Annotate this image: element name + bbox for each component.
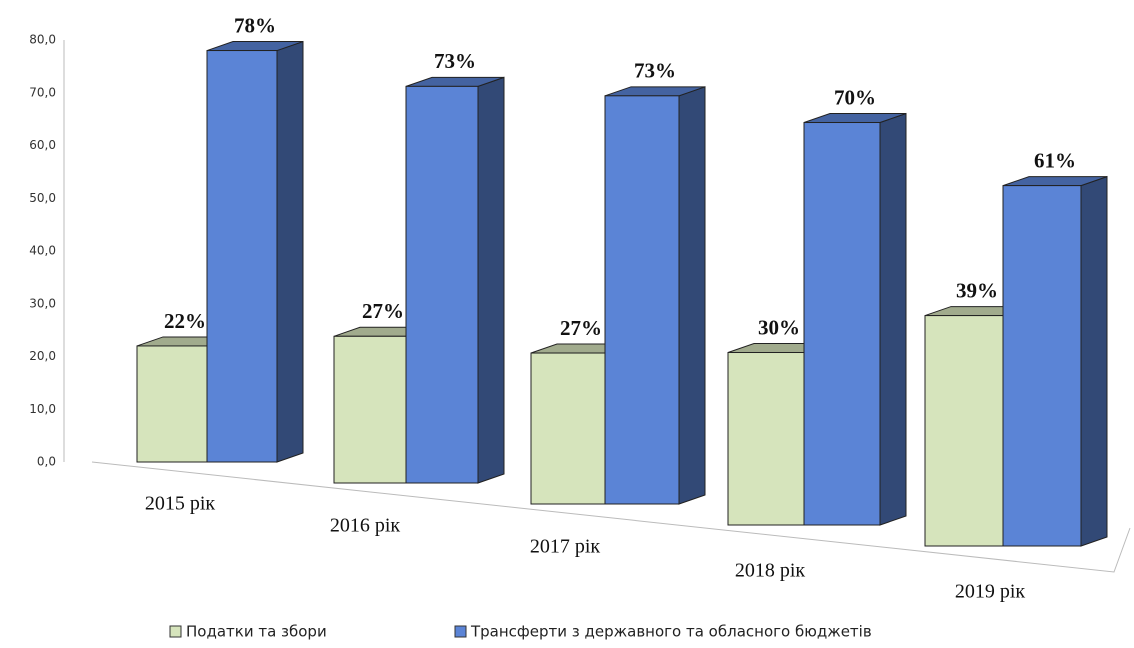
data-label: 39% [956, 278, 998, 302]
bar [206, 50, 278, 463]
x-tick-label: 2016 рік [330, 515, 401, 537]
bar-side [879, 112, 907, 526]
legend-swatch [454, 625, 467, 638]
bar [333, 335, 407, 484]
data-label: 27% [362, 299, 404, 323]
legend-label: Трансферти з державного та обласного бюд… [470, 623, 872, 641]
data-label: 30% [758, 315, 800, 339]
data-label: 27% [560, 316, 602, 340]
y-tick-label: 40,0 [29, 244, 56, 258]
y-tick-label: 80,0 [29, 33, 56, 47]
data-label: 22% [164, 309, 206, 333]
x-tick-label: 2015 рік [145, 493, 216, 515]
bar-side [678, 86, 706, 505]
legend-swatch [169, 625, 182, 638]
bar [803, 122, 881, 526]
bar [1002, 185, 1082, 547]
bar-side [477, 76, 505, 484]
legend-label: Податки та збори [186, 623, 327, 641]
x-tick-label: 2017 рік [530, 536, 601, 558]
data-label: 61% [1034, 148, 1076, 172]
bar-side [1080, 175, 1108, 547]
bar [136, 345, 208, 463]
data-label: 70% [834, 85, 876, 109]
y-tick-label: 30,0 [29, 296, 56, 310]
x-tick-label: 2018 рік [735, 560, 806, 582]
y-tick-label: 60,0 [29, 138, 56, 152]
bar [405, 85, 479, 484]
bar [604, 95, 680, 505]
y-tick-label: 0,0 [37, 455, 56, 469]
bar [727, 352, 805, 526]
bar-side [276, 40, 304, 463]
y-tick-label: 50,0 [29, 191, 56, 205]
floor-edge [91, 461, 1131, 573]
data-label: 73% [634, 59, 676, 83]
y-tick-label: 70,0 [29, 85, 56, 99]
data-label: 73% [434, 49, 476, 73]
data-label: 78% [234, 13, 276, 37]
bar [530, 352, 606, 505]
x-tick-label: 2019 рік [955, 581, 1026, 603]
y-tick-label: 10,0 [29, 402, 56, 416]
y-tick-label: 20,0 [29, 349, 56, 363]
bar [924, 315, 1004, 547]
